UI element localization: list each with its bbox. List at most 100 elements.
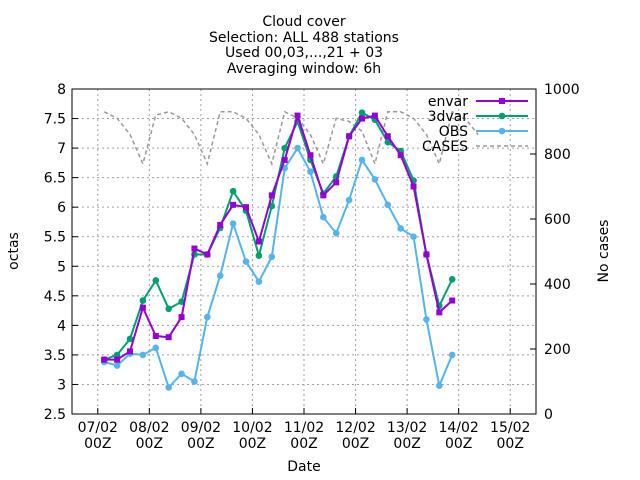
data-point-3dvar: [384, 138, 392, 146]
legend-label-obs: OBS: [439, 124, 468, 140]
y-tick-label: 7: [57, 141, 66, 157]
x-tick-label: 00Z: [84, 436, 111, 452]
data-point-obs: [397, 225, 404, 232]
title-line-3: Used 00,03,...,21 + 03: [225, 45, 383, 61]
x-tick-label: 10/02: [232, 420, 272, 436]
y-tick-label: 5: [57, 259, 66, 275]
legend-label-envar: envar: [428, 94, 468, 110]
data-point-envar: [152, 333, 159, 339]
data-point-envar: [230, 201, 237, 208]
series-line-envar: [104, 112, 453, 361]
data-point-envar: [410, 183, 417, 190]
data-point-3dvar: [165, 305, 172, 313]
data-point-envar: [307, 152, 314, 159]
y2-tick-label: 1000: [544, 82, 580, 98]
y2-tick-label: 800: [544, 147, 571, 163]
data-point-envar: [268, 192, 275, 199]
title-line-1: Cloud cover: [262, 14, 346, 30]
data-point-envar: [204, 251, 211, 258]
y-tick-label: 5.5: [44, 230, 66, 246]
data-point-obs: [113, 362, 121, 369]
legend-label-cases: CASES: [422, 139, 468, 155]
x-tick-label: 08/02: [129, 420, 169, 436]
x-tick-label: 09/02: [181, 420, 221, 436]
data-point-envar: [436, 309, 443, 316]
data-point-obs: [152, 344, 160, 352]
data-point-obs: [204, 313, 211, 321]
data-point-envar: [139, 304, 146, 311]
x-tick-label: 15/02: [490, 420, 530, 436]
data-point-3dvar: [139, 297, 147, 304]
data-point-obs: [216, 272, 224, 280]
data-point-envar: [191, 245, 198, 252]
chart-title: Cloud cover Selection: ALL 488 stations …: [209, 14, 399, 77]
data-point-obs: [294, 144, 301, 152]
x-tick-label: 14/02: [438, 420, 478, 436]
x-tick-label: 11/02: [284, 420, 324, 436]
data-point-envar: [101, 356, 108, 363]
data-point-obs: [423, 316, 430, 323]
y-tick-label: 4: [57, 318, 66, 334]
y2-tick-label: 600: [544, 212, 571, 228]
y2-tick-label: 200: [544, 342, 571, 358]
y-tick-label: 6: [57, 200, 66, 216]
data-point-envar: [217, 221, 224, 228]
data-point-obs: [255, 278, 263, 285]
data-point-obs: [165, 384, 172, 391]
data-point-3dvar: [229, 187, 237, 195]
y-tick-label: 6.5: [44, 171, 66, 187]
x-tick-label: 07/02: [78, 420, 118, 436]
data-point-obs: [371, 176, 379, 183]
y-tick-label: 2.5: [44, 407, 66, 423]
data-point-obs: [307, 168, 314, 176]
plot-frame: [71, 88, 537, 415]
tick-labels: 2.5 3 3.5 4 4.5 5 5.5 6 6.5 7 7.5 8 0 200 400 600 800 100…: [44, 82, 580, 452]
title-line-4: Averaging window: 6h: [227, 61, 381, 77]
data-point-obs: [358, 156, 366, 164]
series-layer: [100, 109, 479, 391]
axes: [71, 88, 537, 415]
x-tick-label: 00Z: [445, 436, 472, 452]
legend-marker-envar: [499, 98, 505, 104]
data-point-3dvar: [358, 109, 366, 116]
series-line-cases: [103, 110, 479, 167]
data-point-obs: [229, 220, 237, 228]
data-point-obs: [242, 258, 250, 265]
x-tick-label: 00Z: [136, 436, 163, 452]
legend-label-3dvar: 3dvar: [428, 109, 469, 125]
data-point-obs: [191, 378, 198, 385]
data-point-envar: [371, 112, 378, 119]
data-point-envar: [114, 356, 121, 363]
x-tick-label: 00Z: [393, 436, 420, 452]
y2-tick-label: 400: [544, 277, 571, 293]
data-point-envar: [423, 251, 430, 258]
data-point-obs: [139, 351, 147, 359]
data-point-obs: [448, 351, 456, 359]
x-tick-label: 12/02: [335, 420, 375, 436]
y-tick-label: 4.5: [44, 289, 66, 305]
series-line-obs: [103, 146, 454, 390]
grid: [72, 89, 536, 414]
data-point-3dvar: [448, 275, 456, 283]
data-point-obs: [178, 370, 185, 378]
x-tick-label: 00Z: [342, 436, 369, 452]
data-point-envar: [255, 238, 262, 245]
data-point-3dvar: [255, 252, 263, 259]
x-tick-label: 00Z: [187, 436, 214, 452]
data-point-envar: [320, 192, 327, 199]
data-point-3dvar: [126, 335, 134, 343]
y2-axis-title: No cases: [596, 220, 612, 283]
x-tick-label: 00Z: [239, 436, 266, 452]
data-point-3dvar: [152, 277, 160, 284]
y-tick-label: 7.5: [44, 112, 66, 128]
x-axis-title: Date: [287, 459, 320, 475]
data-point-obs: [410, 233, 417, 241]
x-tick-label: 00Z: [497, 436, 524, 452]
data-point-envar: [333, 179, 340, 186]
data-point-envar: [449, 297, 456, 304]
x-tick-label: 00Z: [290, 436, 317, 452]
data-point-envar: [165, 334, 172, 341]
data-point-envar: [294, 112, 301, 119]
